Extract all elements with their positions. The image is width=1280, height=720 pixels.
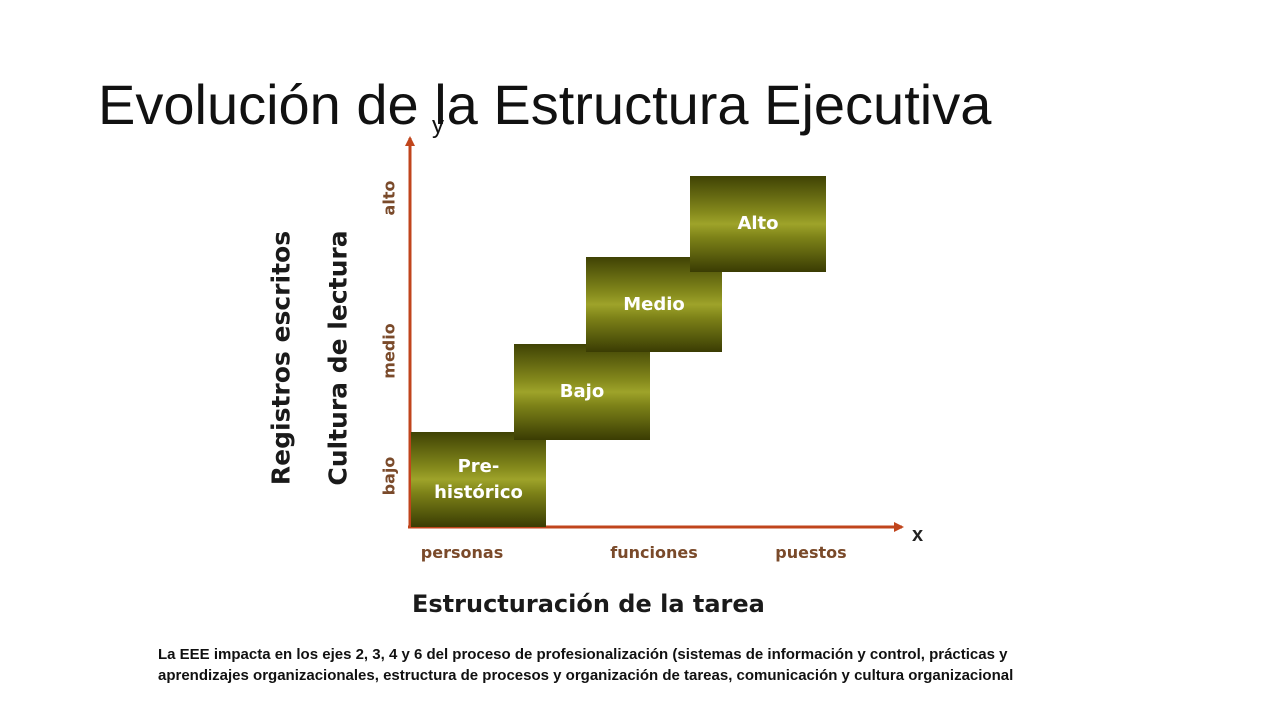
step-medio: Medio (586, 257, 722, 352)
footnote: La EEE impacta en los ejes 2, 3, 4 y 6 d… (158, 646, 1014, 684)
step-alto-label: Alto (737, 213, 779, 234)
y-tick-alto: alto (379, 180, 399, 216)
y-axis-symbol: y (432, 112, 444, 139)
y-tick-medio: medio (379, 323, 399, 379)
step-medio-label: Medio (623, 293, 685, 315)
step-bajo-label: Bajo (559, 381, 605, 402)
step-alto: Alto (690, 176, 826, 272)
slide-title: Evolución de la Estructura Ejecutiva (98, 73, 992, 136)
x-axis-label: Estructuración de la tarea (412, 590, 765, 618)
step-bajo: Bajo (514, 344, 650, 440)
step-prehistorico: Pre- histórico (411, 432, 546, 527)
x-tick-puestos: puestos (775, 543, 847, 562)
y-axis-label-outer: Registros escritos (266, 230, 296, 486)
x-tick-personas: personas (420, 543, 504, 562)
y-axis-label-inner: Cultura de lectura (323, 230, 353, 486)
x-axis-symbol: x (912, 524, 924, 546)
x-tick-funciones: funciones (610, 543, 698, 562)
step-prehistorico-line2: histórico (434, 481, 523, 503)
y-tick-bajo: bajo (379, 456, 399, 496)
step-prehistorico-line1: Pre- (457, 455, 500, 477)
